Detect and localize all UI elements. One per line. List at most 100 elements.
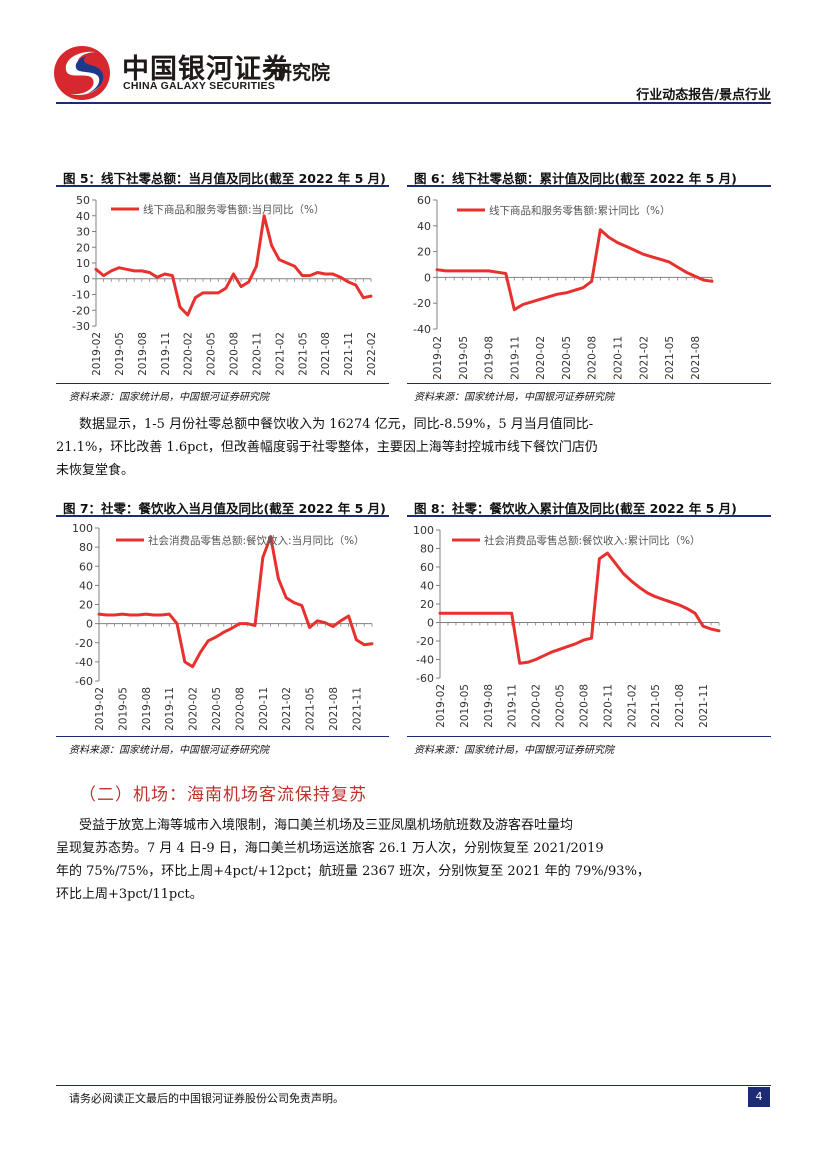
x-tick-label: 2020-05 [555, 684, 567, 728]
x-tick-label: 2020-11 [251, 332, 263, 376]
y-tick-label: 0 [83, 273, 90, 286]
paragraph2-line-3: 年的 75%/75%，环比上周+4pct/+12pct；航班量 2367 班次，… [56, 864, 650, 879]
footer-disclaimer: 请务必阅读正文最后的中国银河证券股份公司免责声明。 [69, 1092, 344, 1105]
x-tick-label: 2020-02 [531, 684, 543, 728]
y-tick-label: -20 [416, 635, 434, 648]
y-tick-label: 40 [76, 210, 90, 223]
y-tick-label: 60 [420, 561, 434, 574]
y-tick-label: -20 [75, 637, 93, 650]
x-tick-label: 2020-05 [561, 336, 573, 380]
figure-8-source: 资料来源：国家统计局，中国银河证券研究院 [414, 745, 614, 756]
figure-7-bottom-rule [56, 736, 389, 737]
x-tick-label: 2019-08 [137, 332, 149, 376]
x-tick-label: 2020-08 [587, 336, 599, 380]
y-tick-label: -20 [72, 304, 90, 317]
x-tick-label: 2020-02 [188, 687, 200, 731]
legend-label: 社会消费品零售总额:餐饮收入:累计同比（%） [484, 534, 701, 547]
series-line [435, 228, 714, 312]
page-number: 4 [748, 1087, 770, 1107]
x-tick-label: 2021-08 [674, 684, 686, 728]
y-tick-label: 20 [76, 241, 90, 254]
y-tick-label: -40 [413, 323, 431, 336]
x-tick-label: 2020-05 [206, 332, 218, 376]
brand-name-en: CHINA GALAXY SECURITIES [123, 80, 276, 92]
y-tick-label: 20 [420, 598, 434, 611]
y-tick-label: 0 [427, 617, 434, 630]
x-tick-label: 2019-02 [432, 336, 444, 380]
figure-5-top-rule [56, 185, 389, 187]
figure-6-title: 图 6：线下社零总额：累计值及同比(截至 2022 年 5 月) [414, 171, 737, 186]
x-tick-label: 2021-02 [274, 332, 286, 376]
y-tick-label: 20 [79, 599, 93, 612]
figure-7-top-rule [56, 515, 389, 517]
y-tick-label: 60 [79, 560, 93, 573]
section-heading: （二）机场：海南机场客流保持复苏 [79, 785, 367, 805]
paragraph-line-1: 数据显示，1-5 月份社零总额中餐饮收入为 16274 亿元，同比-8.59%，… [79, 417, 594, 432]
series-line [97, 535, 374, 669]
y-tick-label: 80 [79, 541, 93, 554]
figure-6-source: 资料来源：国家统计局，中国银河证券研究院 [414, 392, 614, 403]
y-tick-label: 50 [76, 194, 90, 207]
x-tick-label: 2021-08 [328, 687, 340, 731]
paragraph-line-2: 21.1%，环比改善 1.6pct，但改善幅度弱于社零整体，主要因上海等封控城市… [56, 440, 598, 455]
x-tick-label: 2020-11 [602, 684, 614, 728]
x-tick-label: 2020-02 [183, 332, 195, 376]
x-tick-label: 2019-11 [164, 687, 176, 731]
x-tick-label: 2021-02 [626, 684, 638, 728]
figure-7-title: 图 7：社零：餐饮收入当月值及同比(截至 2022 年 5 月) [63, 501, 386, 516]
y-tick-label: -20 [413, 297, 431, 310]
x-tick-label: 2021-11 [351, 687, 363, 731]
x-tick-label: 2022-02 [366, 332, 378, 376]
x-tick-label: 2019-02 [94, 687, 106, 731]
y-tick-label: -40 [75, 656, 93, 669]
figure-7-source: 资料来源：国家统计局，中国银河证券研究院 [69, 745, 269, 756]
y-tick-label: -30 [72, 320, 90, 333]
figure-6-top-rule [407, 185, 771, 187]
x-tick-label: 2021-08 [320, 332, 332, 376]
paragraph2-line-4: 环比上周+3pct/11pct。 [56, 887, 203, 902]
x-tick-label: 2019-05 [458, 336, 470, 380]
x-tick-label: 2019-11 [507, 684, 519, 728]
y-tick-label: 100 [413, 524, 434, 537]
x-tick-label: 2019-08 [141, 687, 153, 731]
figure-6-bottom-rule [407, 383, 771, 384]
x-tick-label: 2021-05 [297, 332, 309, 376]
x-tick-label: 2019-05 [117, 687, 129, 731]
figure-8-title: 图 8：社零：餐饮收入累计值及同比(截至 2022 年 5 月) [414, 501, 737, 516]
y-tick-label: -60 [75, 675, 93, 688]
legend-label: 线下商品和服务零售额:累计同比（%） [489, 204, 671, 217]
figure-5-source: 资料来源：国家统计局，中国银河证券研究院 [69, 392, 269, 403]
y-tick-label: 80 [420, 543, 434, 556]
x-tick-label: 2021-08 [690, 336, 702, 380]
y-tick-label: -60 [416, 672, 434, 685]
legend-label: 线下商品和服务零售额:当月同比（%） [143, 203, 325, 216]
paragraph2-line-2: 呈现复苏态势。7 月 4 日-9 日，海口美兰机场运送旅客 26.1 万人次，分… [56, 841, 604, 856]
figure-5-bottom-rule [56, 383, 389, 384]
x-tick-label: 2021-05 [305, 687, 317, 731]
x-tick-label: 2020-05 [211, 687, 223, 731]
x-tick-label: 2021-02 [281, 687, 293, 731]
series-line [94, 214, 373, 317]
x-tick-label: 2019-11 [160, 332, 172, 376]
x-tick-label: 2020-08 [229, 332, 241, 376]
x-tick-label: 2020-02 [535, 336, 547, 380]
y-tick-label: 60 [417, 194, 431, 207]
x-tick-label: 2019-08 [483, 684, 495, 728]
x-tick-label: 2019-02 [435, 684, 447, 728]
header-rule [56, 102, 771, 104]
brand-institute: 研究院 [273, 62, 331, 84]
x-tick-label: 2020-08 [234, 687, 246, 731]
footer-rule [56, 1085, 771, 1086]
figure-5-title: 图 5：线下社零总额：当月值及同比(截至 2022 年 5 月) [63, 171, 386, 186]
y-tick-label: 0 [424, 271, 431, 284]
series-line [438, 551, 721, 665]
x-tick-label: 2021-05 [664, 336, 676, 380]
y-tick-label: 40 [79, 579, 93, 592]
y-tick-label: -40 [416, 654, 434, 667]
y-tick-label: 10 [76, 257, 90, 270]
paragraph-line-3: 未恢复堂食。 [56, 463, 135, 478]
